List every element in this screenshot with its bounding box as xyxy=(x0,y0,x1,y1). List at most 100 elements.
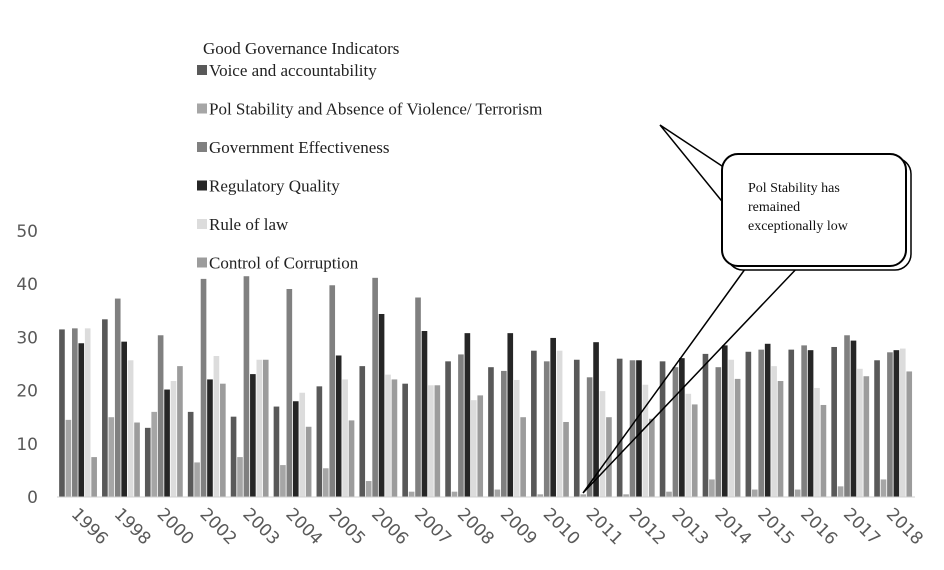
bar xyxy=(391,379,398,497)
bar xyxy=(385,374,391,497)
bar xyxy=(745,351,752,497)
bar xyxy=(458,354,464,497)
bar xyxy=(814,387,820,497)
legend-swatch xyxy=(197,257,207,268)
callout-text: exceptionally low xyxy=(748,219,849,234)
bar xyxy=(220,383,226,497)
bar xyxy=(820,404,827,497)
bar xyxy=(470,400,477,497)
y-tick-label: 10 xyxy=(16,435,38,455)
y-tick-label: 30 xyxy=(16,328,38,348)
bar xyxy=(721,345,728,497)
bar xyxy=(428,385,434,497)
y-tick-label: 40 xyxy=(16,275,38,295)
bar xyxy=(543,361,550,497)
legend-label: Voice and accountability xyxy=(209,61,377,80)
bar xyxy=(807,350,814,497)
bar xyxy=(906,371,913,497)
legend-label: Government Effectiveness xyxy=(209,138,389,157)
bar xyxy=(520,417,526,497)
bar xyxy=(464,333,471,497)
bar xyxy=(243,276,250,497)
bar xyxy=(728,359,735,497)
bar xyxy=(65,419,72,497)
bar xyxy=(494,489,501,497)
bar xyxy=(751,489,758,497)
bar xyxy=(679,358,685,497)
bar xyxy=(200,278,207,497)
bar xyxy=(187,411,194,497)
bar xyxy=(114,298,121,497)
bar xyxy=(256,359,263,497)
legend-label: Regulatory Quality xyxy=(209,177,340,196)
bar xyxy=(880,479,887,497)
bar xyxy=(402,383,408,497)
bar xyxy=(421,331,428,497)
bar xyxy=(292,401,299,497)
callout-box xyxy=(721,153,907,267)
bar xyxy=(262,359,269,497)
bar xyxy=(801,345,807,497)
legend-swatch xyxy=(197,180,207,191)
bar xyxy=(134,422,140,497)
bar xyxy=(623,494,629,497)
bar xyxy=(342,379,348,497)
bar xyxy=(501,370,507,497)
bar xyxy=(887,352,893,497)
bar xyxy=(164,389,170,497)
bar xyxy=(207,379,213,497)
bar xyxy=(121,341,127,497)
bar xyxy=(734,378,741,497)
bar xyxy=(794,489,801,497)
bar xyxy=(170,381,177,497)
bar xyxy=(177,366,183,497)
y-tick-label: 20 xyxy=(16,382,38,402)
bar xyxy=(329,285,336,497)
bar xyxy=(59,329,65,497)
legend-swatch xyxy=(197,103,207,114)
bar xyxy=(672,367,679,497)
bar xyxy=(599,391,606,497)
bar xyxy=(537,494,544,497)
bar xyxy=(550,337,556,497)
bar xyxy=(102,319,108,497)
bar xyxy=(715,367,722,497)
bar xyxy=(899,348,906,497)
bar xyxy=(556,350,563,497)
bar xyxy=(593,342,599,497)
y-tick-label: 0 xyxy=(27,488,38,508)
bar xyxy=(372,277,378,497)
bar xyxy=(286,288,293,497)
bar xyxy=(844,335,850,497)
bar xyxy=(72,328,78,497)
bar xyxy=(831,346,837,497)
bar xyxy=(415,297,421,497)
bar xyxy=(788,349,795,497)
legend-label: Control of Corruption xyxy=(209,254,359,273)
bar xyxy=(213,356,220,497)
bar xyxy=(857,368,863,497)
bar xyxy=(378,313,385,497)
bar xyxy=(230,416,237,497)
legend-swatch xyxy=(197,219,207,229)
bar xyxy=(280,465,286,497)
bar xyxy=(151,411,158,497)
bar xyxy=(488,367,494,497)
bar xyxy=(513,379,520,497)
bar xyxy=(659,361,666,497)
bar xyxy=(616,358,623,497)
bar xyxy=(84,328,91,497)
bar xyxy=(629,360,636,497)
bar xyxy=(365,481,372,497)
bar xyxy=(893,350,900,497)
bar xyxy=(250,374,256,497)
bar xyxy=(91,457,97,497)
bar xyxy=(691,404,698,497)
bar xyxy=(702,353,709,497)
bar xyxy=(771,366,777,497)
bar xyxy=(335,355,342,497)
legend-title: Good Governance Indicators xyxy=(203,39,399,58)
bar xyxy=(108,417,115,497)
bar xyxy=(434,385,441,497)
